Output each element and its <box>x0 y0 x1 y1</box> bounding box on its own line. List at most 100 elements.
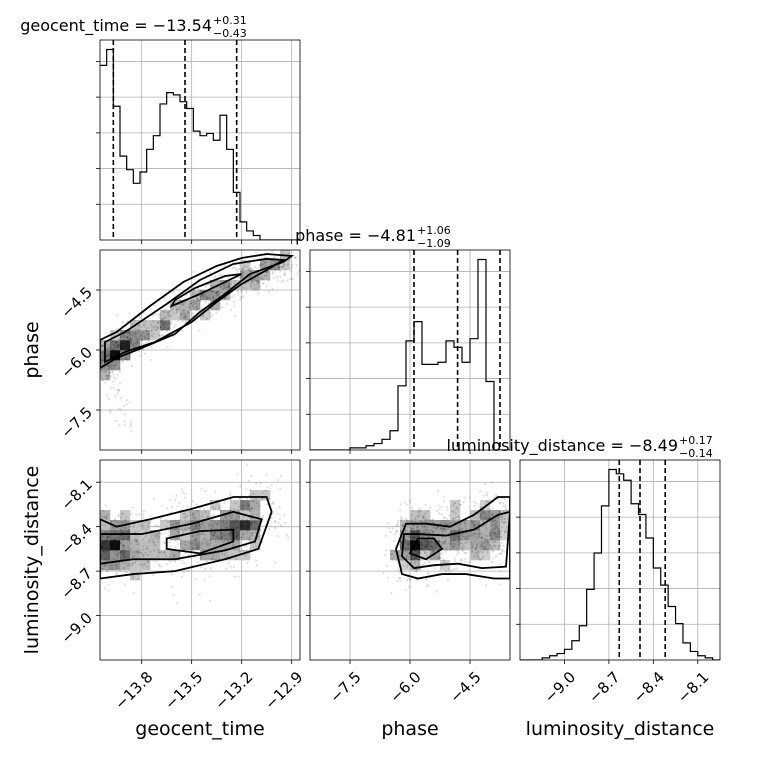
sample-point <box>175 527 178 530</box>
sample-point <box>226 539 230 542</box>
sample-point <box>278 506 281 509</box>
sample-point <box>243 545 246 548</box>
sample-point <box>233 305 236 308</box>
sample-point <box>120 520 123 523</box>
sample-point <box>461 532 464 536</box>
sample-point <box>397 520 400 523</box>
sample-point <box>220 273 223 276</box>
sample-point <box>483 548 486 551</box>
sample-point <box>445 523 448 526</box>
sample-point <box>220 305 224 309</box>
sample-point <box>465 528 468 531</box>
sample-point <box>430 540 433 543</box>
sample-point <box>156 555 160 558</box>
sample-point <box>265 285 268 288</box>
density-cell <box>460 520 471 531</box>
sample-point <box>170 309 174 312</box>
sample-point <box>109 354 112 357</box>
sample-point <box>115 530 118 533</box>
sample-point <box>410 541 413 544</box>
sample-point <box>409 540 412 543</box>
sample-point <box>423 512 426 515</box>
sample-point <box>479 513 482 516</box>
sample-point <box>252 492 255 495</box>
sample-point <box>146 326 150 330</box>
sample-point <box>118 542 121 545</box>
sample-point <box>111 568 114 571</box>
sample-point <box>131 322 134 326</box>
sample-point <box>247 503 250 507</box>
sample-point <box>146 330 149 333</box>
sample-point <box>229 532 232 535</box>
sample-point <box>416 543 419 546</box>
sample-point <box>100 480 103 483</box>
sample-point <box>471 521 475 524</box>
sample-point <box>455 553 459 556</box>
sample-point <box>170 560 173 563</box>
sample-point <box>213 507 217 510</box>
sample-point <box>463 546 466 549</box>
density-cell <box>180 540 191 551</box>
sample-point <box>225 285 228 289</box>
sample-point <box>474 532 477 536</box>
sample-point <box>135 550 139 553</box>
sample-point <box>454 521 457 524</box>
sample-point <box>97 547 99 549</box>
sample-point <box>414 517 417 520</box>
sample-point <box>414 518 417 521</box>
sample-point <box>94 365 96 367</box>
sample-point <box>159 326 163 329</box>
density-cell <box>470 510 481 521</box>
sample-point <box>183 496 187 499</box>
sample-point <box>474 551 477 555</box>
sample-point <box>409 540 412 543</box>
sample-point <box>483 482 487 486</box>
sample-point <box>235 536 238 539</box>
sample-point <box>396 524 399 528</box>
sample-point <box>423 543 426 547</box>
sample-point <box>504 531 507 534</box>
density-cell <box>200 310 211 321</box>
sample-point <box>119 528 122 532</box>
sample-point <box>142 516 145 519</box>
sample-point <box>228 286 231 289</box>
sample-point <box>458 542 461 545</box>
sample-point <box>158 563 161 566</box>
sample-point <box>190 299 193 303</box>
density-cell <box>100 530 111 541</box>
sample-point <box>242 265 246 268</box>
sample-point <box>164 554 167 557</box>
density-cell <box>490 510 501 521</box>
sample-point <box>478 533 481 537</box>
sample-point <box>444 542 447 545</box>
sample-point <box>495 526 499 529</box>
sample-point <box>259 481 262 485</box>
density-cell <box>130 540 141 551</box>
sample-point <box>408 585 411 589</box>
sample-point <box>409 539 413 542</box>
sample-point <box>426 560 430 563</box>
density-cell <box>130 530 141 541</box>
density-cell <box>480 500 491 511</box>
sample-point <box>480 532 483 536</box>
sample-point <box>453 501 456 505</box>
sample-point <box>393 550 396 553</box>
sample-point <box>512 515 514 517</box>
sample-point <box>453 502 456 505</box>
sample-point <box>284 268 287 271</box>
sample-point <box>266 270 269 274</box>
sample-point <box>114 360 117 363</box>
sample-point <box>108 355 111 358</box>
sample-point <box>176 308 179 311</box>
density-cell <box>430 550 441 561</box>
sample-point <box>168 555 171 558</box>
sample-point <box>479 558 482 561</box>
sample-point <box>189 308 192 311</box>
sample-point <box>159 517 163 521</box>
density-cell <box>240 550 251 561</box>
sample-point <box>262 491 265 494</box>
sample-point <box>219 509 222 512</box>
sample-point <box>499 552 503 555</box>
sample-point <box>184 516 187 519</box>
